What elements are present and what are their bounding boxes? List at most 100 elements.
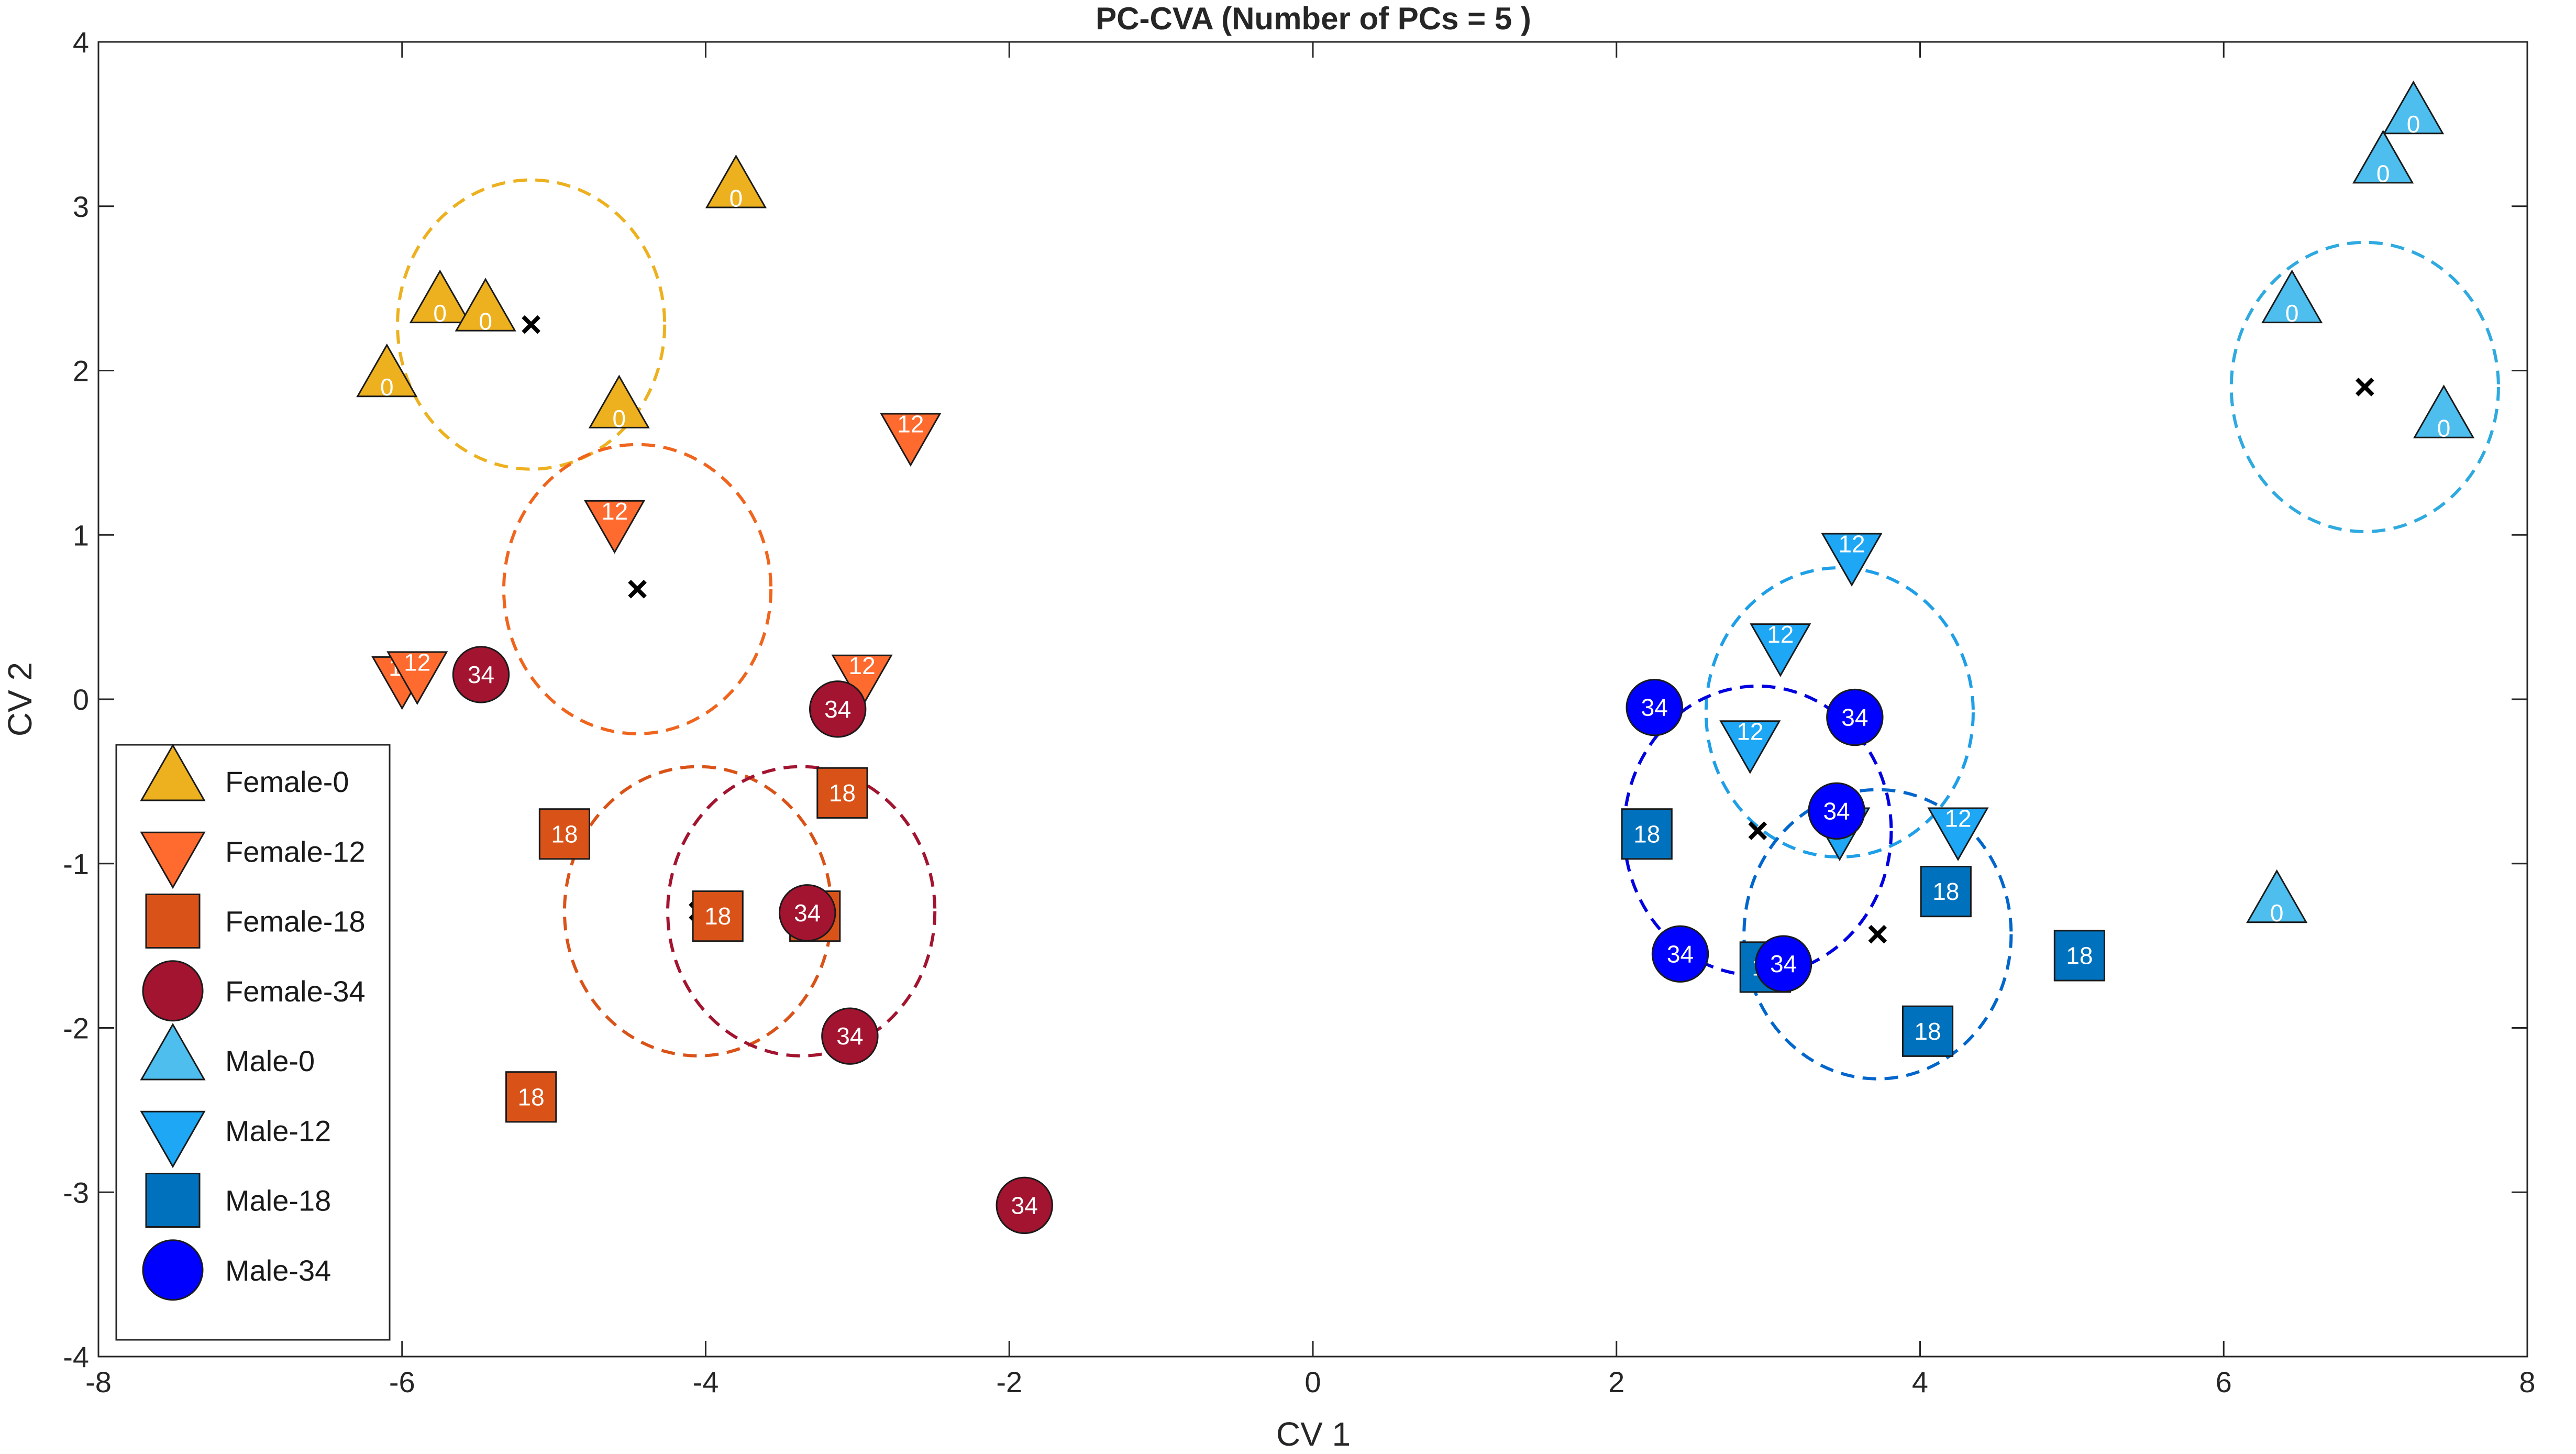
data-point-male-12: 12 xyxy=(1927,805,1989,862)
y-tick-label: -4 xyxy=(63,1340,89,1373)
centroid-stroke xyxy=(522,315,540,334)
legend-label: Male-12 xyxy=(225,1114,331,1147)
data-points: 0000012121212121818181818343434343400000… xyxy=(356,80,2475,1235)
centroid-marker xyxy=(2356,378,2374,396)
centroid-stroke xyxy=(1748,821,1767,840)
x-tick-label: -6 xyxy=(389,1365,415,1398)
point-label: 12 xyxy=(1944,805,1971,832)
x-tick-label: -8 xyxy=(85,1365,112,1398)
data-point-male-34: 34 xyxy=(1826,688,1884,746)
point-marker xyxy=(816,767,868,819)
data-point-female-12: 12 xyxy=(583,498,646,554)
centroid-marker xyxy=(628,579,647,599)
legend-label: Male-18 xyxy=(225,1184,331,1217)
point-marker xyxy=(538,808,591,860)
point-label: 0 xyxy=(612,405,626,432)
x-axis-label: CV 1 xyxy=(1276,1415,1351,1453)
data-point-female-18: 18 xyxy=(692,890,744,942)
centroid-marker xyxy=(522,315,540,334)
point-marker xyxy=(1808,782,1865,840)
point-label: 0 xyxy=(433,300,447,327)
y-tick-label: 2 xyxy=(73,355,89,388)
point-label: 34 xyxy=(1770,950,1797,977)
point-label: 34 xyxy=(1641,694,1668,721)
point-label: 18 xyxy=(1633,820,1660,847)
point-marker xyxy=(2383,80,2445,135)
point-marker xyxy=(1651,925,1709,983)
legend-entry: Female-0 xyxy=(140,743,349,801)
data-point-male-34: 34 xyxy=(1626,678,1683,736)
x-tick-label: -4 xyxy=(693,1365,719,1398)
point-label: 12 xyxy=(1838,531,1865,558)
data-point-female-12: 12 xyxy=(831,652,893,709)
legend-entry: Female-12 xyxy=(140,831,366,889)
y-tick-label: -3 xyxy=(63,1176,89,1209)
confidence-circle xyxy=(396,178,667,471)
point-marker xyxy=(705,154,767,208)
y-tick-label: 3 xyxy=(73,190,89,223)
point-label: 34 xyxy=(1011,1192,1038,1219)
data-point-female-0: 0 xyxy=(455,278,516,335)
data-point-male-18: 18 xyxy=(1920,865,1972,918)
legend-label: Male-34 xyxy=(225,1254,331,1287)
confidence-circle xyxy=(1622,684,1893,977)
point-label: 12 xyxy=(601,498,628,525)
data-point-male-34: 34 xyxy=(1754,935,1812,993)
data-point-female-34: 34 xyxy=(809,680,867,738)
point-label: 0 xyxy=(2437,415,2451,442)
point-label: 12 xyxy=(848,652,875,679)
centroid-marker xyxy=(1868,924,1887,944)
confidence-circle xyxy=(1704,566,1975,859)
point-label: 18 xyxy=(704,902,731,930)
point-label: 12 xyxy=(897,411,924,438)
centroid-stroke xyxy=(2356,378,2374,396)
point-label: 0 xyxy=(729,184,743,212)
point-marker xyxy=(1927,807,1989,862)
point-marker xyxy=(452,646,510,703)
data-point-male-0: 0 xyxy=(2383,80,2445,138)
data-point-male-0: 0 xyxy=(2352,129,2414,187)
point-marker xyxy=(1719,720,1781,774)
point-label: 18 xyxy=(518,1083,545,1110)
legend-label: Male-0 xyxy=(225,1044,315,1077)
point-label: 0 xyxy=(2285,300,2299,327)
x-tick-label: 2 xyxy=(1608,1365,1624,1398)
legend-marker xyxy=(142,960,204,1022)
data-point-female-18: 18 xyxy=(538,808,591,860)
legend-entry: Male-0 xyxy=(140,1022,315,1081)
point-label: 0 xyxy=(479,308,492,335)
data-point-female-34: 34 xyxy=(779,884,836,942)
legend-marker xyxy=(145,1173,201,1228)
y-tick-label: -1 xyxy=(63,847,89,880)
legend-marker xyxy=(140,1022,206,1081)
x-tick-label: 0 xyxy=(1304,1365,1321,1398)
confidence-circle xyxy=(666,765,937,1058)
legend-entry: Male-12 xyxy=(140,1110,331,1169)
data-point-female-0: 0 xyxy=(588,374,650,432)
point-label: 12 xyxy=(1767,621,1794,648)
data-point-male-12: 12 xyxy=(1750,621,1811,677)
legend-marker xyxy=(145,894,201,949)
y-axis-label: CV 2 xyxy=(1,662,39,736)
data-point-male-18: 18 xyxy=(2053,930,2105,982)
point-marker xyxy=(809,680,867,738)
data-point-female-18: 18 xyxy=(816,767,868,819)
point-label: 34 xyxy=(824,696,851,723)
x-tick-label: 8 xyxy=(2519,1365,2535,1398)
point-marker xyxy=(1826,688,1884,746)
data-point-female-34: 34 xyxy=(996,1176,1053,1235)
data-point-female-18: 18 xyxy=(505,1071,557,1123)
legend-marker xyxy=(140,743,206,801)
point-marker xyxy=(588,374,650,428)
legend-entry: Male-18 xyxy=(145,1173,331,1228)
y-tick-label: 1 xyxy=(73,519,89,552)
legend-label: Female-12 xyxy=(225,835,366,868)
point-marker xyxy=(1750,623,1811,677)
plot-area-box xyxy=(97,41,2528,1358)
point-marker xyxy=(831,654,893,709)
data-point-female-0: 0 xyxy=(409,269,471,327)
legend-marker xyxy=(140,831,206,889)
x-tick-label: 4 xyxy=(1912,1365,1928,1398)
point-marker xyxy=(2413,384,2475,438)
